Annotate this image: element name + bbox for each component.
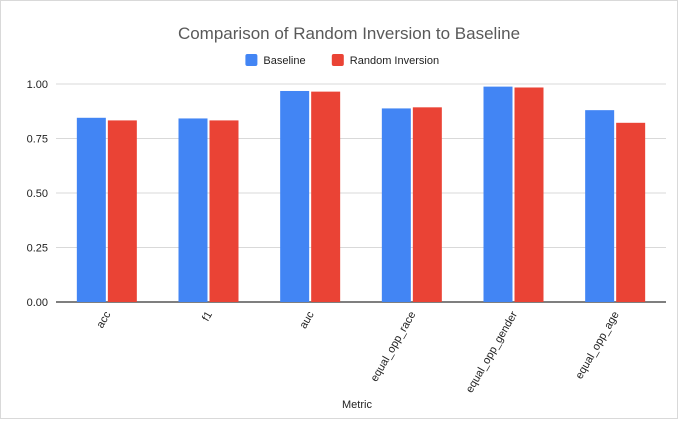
x-tick-label: equal_opp_gender — [464, 309, 520, 395]
bar-baseline-equal_opp_gender — [483, 86, 513, 302]
x-tick-label: f1 — [200, 310, 215, 324]
legend-label: Baseline — [263, 55, 305, 67]
y-tick-label: 0.50 — [27, 188, 48, 200]
legend: Baseline Random Inversion — [245, 54, 439, 67]
bar-random-inversion-auc — [311, 91, 341, 302]
x-axis-ticks: acc f1 auc equal_opp_race equal_opp_gender eq… — [94, 309, 621, 395]
bars — [76, 86, 646, 303]
x-tick-label: equal_opp_age — [573, 310, 621, 382]
y-tick-label: 0.00 — [27, 297, 48, 309]
y-axis-ticks: 0.00 0.25 0.50 0.75 1.00 — [27, 79, 48, 309]
x-tick-label: auc — [297, 309, 317, 331]
legend-swatch — [245, 54, 258, 66]
y-tick-label: 0.75 — [27, 134, 48, 146]
bar-random-inversion-f1 — [209, 120, 239, 302]
x-tick-label: equal_opp_race — [369, 310, 419, 384]
x-tick-label: acc — [94, 309, 113, 330]
bar-random-inversion-equal_opp_gender — [514, 87, 544, 302]
legend-swatch — [331, 54, 344, 66]
legend-label: Random Inversion — [350, 55, 439, 67]
x-axis-label: Metric — [342, 399, 372, 411]
bar-baseline-auc — [280, 90, 310, 302]
chart-title: Comparison of Random Inversion to Baseli… — [178, 24, 520, 43]
y-tick-label: 0.25 — [27, 243, 48, 255]
bar-random-inversion-equal_opp_age — [616, 122, 646, 302]
gridlines — [56, 83, 666, 303]
y-tick-label: 1.00 — [27, 79, 48, 91]
bar-baseline-equal_opp_age — [585, 110, 615, 302]
bar-random-inversion-acc — [107, 120, 137, 302]
bar-baseline-f1 — [178, 118, 208, 302]
bar-baseline-equal_opp_race — [381, 108, 411, 302]
bar-random-inversion-equal_opp_race — [412, 107, 442, 303]
bar-baseline-acc — [76, 117, 106, 302]
